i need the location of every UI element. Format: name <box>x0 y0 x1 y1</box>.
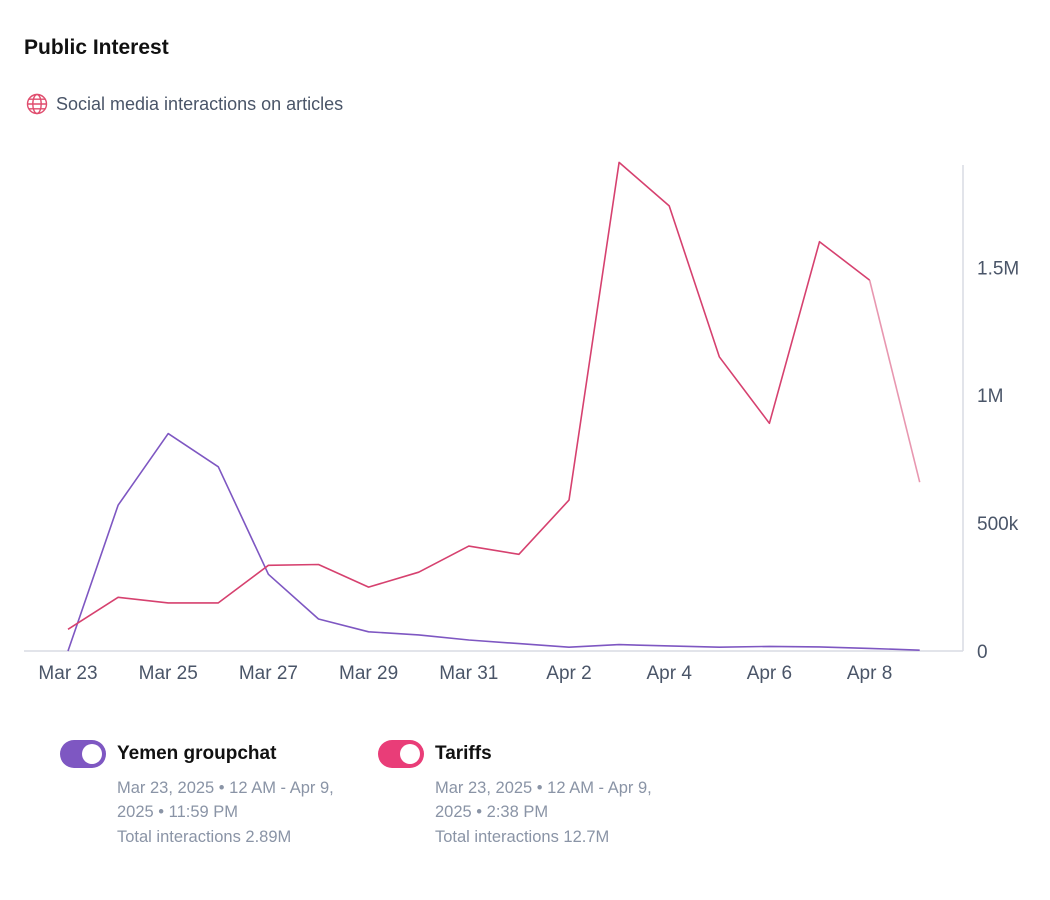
x-tick-label: Apr 2 <box>546 663 591 684</box>
y-tick-label: 0 <box>977 642 988 663</box>
legend-series-name: Yemen groupchat <box>117 743 277 764</box>
x-tick-label: Mar 31 <box>439 663 498 684</box>
x-tick-label: Apr 8 <box>847 663 892 684</box>
page-title: Public Interest <box>24 36 169 59</box>
y-tick-label: 500k <box>977 514 1019 535</box>
tariffs-toggle[interactable] <box>378 740 424 768</box>
x-tick-label: Apr 4 <box>646 663 692 684</box>
series-line-partial-segment <box>868 279 921 483</box>
toggle-knob <box>400 744 420 764</box>
globe-icon <box>26 93 48 115</box>
line-chart: Mar 23 Mar 25 Mar 27 Mar 29 Mar 31 Apr 2 Apr 4… <box>24 161 1019 684</box>
x-axis-ticks: Mar 23 Mar 25 Mar 27 Mar 29 Mar 31 Apr 2 Apr 4… <box>38 663 892 684</box>
legend-total-interactions: Total interactions 2.89M <box>117 828 292 846</box>
chart-series <box>67 161 921 652</box>
y-axis-ticks: 0 500k 1M 1.5M <box>977 258 1019 663</box>
legend-date-range: Mar 23, 2025 • 12 AM - Apr 9, 2025 • 2:3… <box>435 779 652 821</box>
series-line-yemen-groupchat <box>67 432 920 652</box>
y-tick-label: 1.5M <box>977 258 1019 279</box>
x-tick-label: Mar 23 <box>38 663 97 684</box>
legend-yemen-groupchat: Yemen groupchat Mar 23, 2025 • 12 AM - A… <box>60 740 367 850</box>
legend-series-name: Tariffs <box>435 743 492 764</box>
x-tick-label: Mar 29 <box>339 663 398 684</box>
y-tick-label: 1M <box>977 386 1003 407</box>
x-tick-label: Mar 25 <box>139 663 198 684</box>
toggle-knob <box>82 744 102 764</box>
x-tick-label: Mar 27 <box>239 663 298 684</box>
legend-date-range: Mar 23, 2025 • 12 AM - Apr 9, 2025 • 11:… <box>117 779 334 821</box>
x-tick-label: Apr 6 <box>747 663 792 684</box>
legend-tariffs: Tariffs Mar 23, 2025 • 12 AM - Apr 9, 20… <box>378 740 685 850</box>
yemen-groupchat-toggle[interactable] <box>60 740 106 768</box>
legend-total-interactions: Total interactions 12.7M <box>435 828 610 846</box>
chart-subtitle: Social media interactions on articles <box>26 93 343 115</box>
subtitle-text: Social media interactions on articles <box>56 93 344 114</box>
series-line-tariffs <box>67 161 871 630</box>
